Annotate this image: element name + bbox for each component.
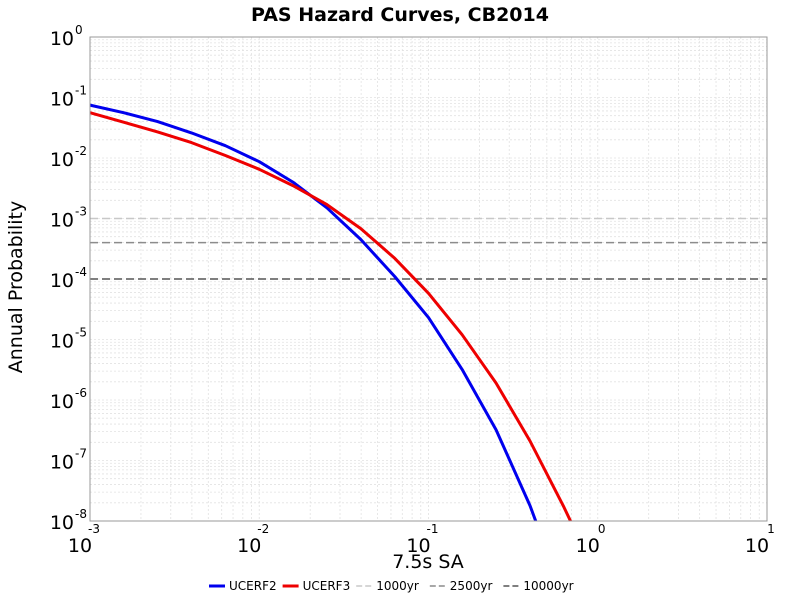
series-line-ucerf2 xyxy=(89,103,538,522)
y-tick-label: 10 xyxy=(50,210,74,232)
y-tick-label: 10 xyxy=(50,28,74,50)
y-tick-exponent: -8 xyxy=(75,507,87,521)
y-tick-exponent: -1 xyxy=(75,84,87,98)
y-tick-exponent: 0 xyxy=(75,23,83,37)
x-tick-label: 10 xyxy=(576,535,600,557)
hazard-curves xyxy=(89,103,572,522)
x-tick-exponent: -3 xyxy=(88,522,100,536)
y-tick-label: 10 xyxy=(50,89,74,111)
y-tick-exponent: -2 xyxy=(75,144,87,158)
y-tick-label: 10 xyxy=(50,331,74,353)
y-tick-label: 10 xyxy=(50,149,74,171)
legend-label-2500yr: 2500yr xyxy=(450,579,493,593)
x-axis-label: 7.5s SA xyxy=(392,551,464,573)
y-tick-exponent: -5 xyxy=(75,326,87,340)
x-tick-exponent: 0 xyxy=(598,522,606,536)
plot-frame xyxy=(89,36,768,522)
series-line-ucerf3 xyxy=(89,111,572,522)
y-tick-exponent: -3 xyxy=(75,205,87,219)
return-period-lines xyxy=(90,217,767,280)
legend-label-10000yr: 10000yr xyxy=(523,579,573,593)
y-tick-exponent: -4 xyxy=(75,265,87,279)
x-tick-label: 10 xyxy=(406,535,430,557)
x-tick-label: 10 xyxy=(745,535,769,557)
x-tick-exponent: 1 xyxy=(767,522,775,536)
x-tick-label: 10 xyxy=(237,535,261,557)
grid-lines xyxy=(90,37,767,521)
legend: UCERF2 UCERF3 1000yr 2500yr 10000yr xyxy=(209,579,574,593)
y-tick-exponent: -6 xyxy=(75,386,87,400)
y-tick-label: 10 xyxy=(50,391,74,413)
y-tick-exponent: -7 xyxy=(75,447,87,461)
y-tick-label: 10 xyxy=(50,512,74,534)
legend-label-ucerf3: UCERF3 xyxy=(303,579,351,593)
x-tick-exponent: -2 xyxy=(257,522,269,536)
y-axis-label: Annual Probability xyxy=(5,201,27,374)
legend-label-1000yr: 1000yr xyxy=(376,579,419,593)
x-tick-exponent: -1 xyxy=(427,522,439,536)
y-tick-label: 10 xyxy=(50,270,74,292)
y-tick-label: 10 xyxy=(50,452,74,474)
x-tick-label: 10 xyxy=(68,535,92,557)
chart-title: PAS Hazard Curves, CB2014 xyxy=(251,4,549,26)
legend-label-ucerf2: UCERF2 xyxy=(229,579,277,593)
